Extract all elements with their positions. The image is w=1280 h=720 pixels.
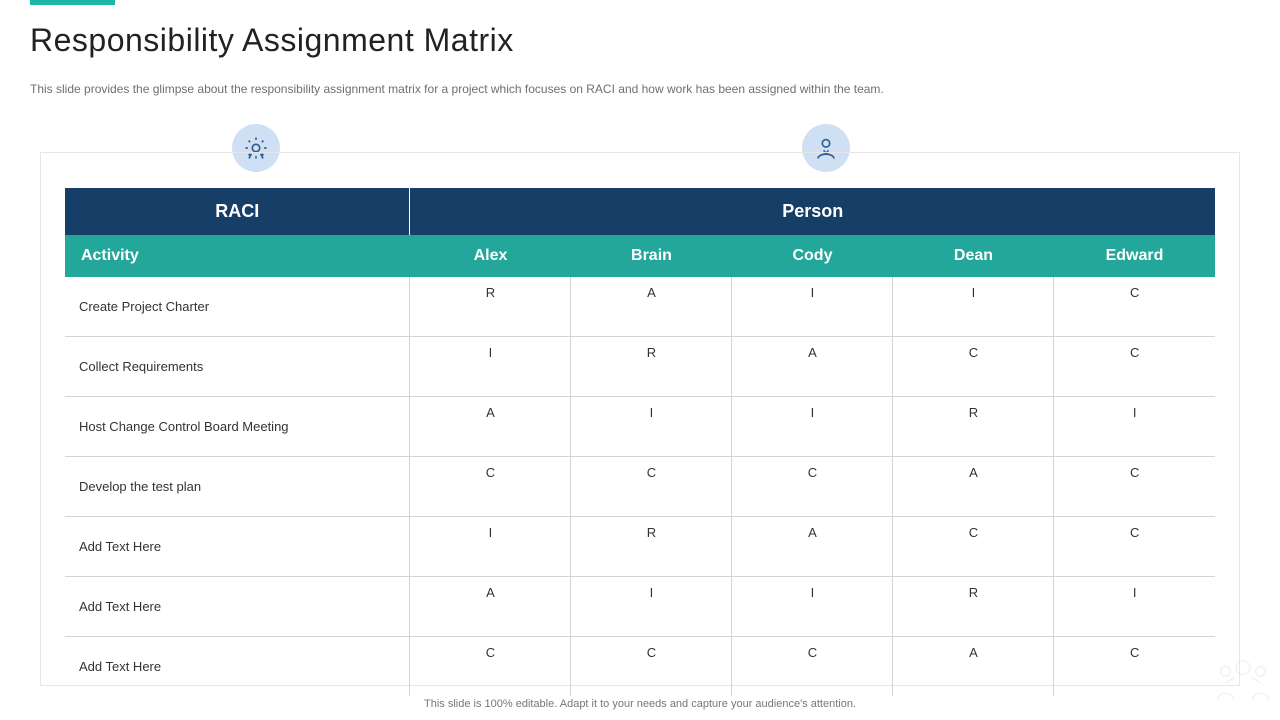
raci-cell: A <box>410 577 571 637</box>
raci-cell: C <box>410 637 571 697</box>
raci-cell: A <box>732 337 893 397</box>
raci-cell: R <box>893 577 1054 637</box>
th-edward: Edward <box>1054 235 1215 277</box>
raci-cell: C <box>1054 337 1215 397</box>
th-activity: Activity <box>65 235 410 277</box>
page-subtitle: This slide provides the glimpse about th… <box>30 82 884 96</box>
raci-cell: I <box>571 577 732 637</box>
raci-cell: C <box>571 637 732 697</box>
raci-cell: I <box>410 337 571 397</box>
activity-cell: Add Text Here <box>65 517 410 577</box>
table-row: Host Change Control Board MeetingAIIRI <box>65 397 1215 457</box>
raci-cell: A <box>410 397 571 457</box>
raci-cell: R <box>571 337 732 397</box>
raci-cell: C <box>732 457 893 517</box>
raci-cell: C <box>893 517 1054 577</box>
raci-cell: C <box>732 637 893 697</box>
raci-cell: R <box>410 277 571 337</box>
activity-cell: Add Text Here <box>65 637 410 697</box>
raci-cell: A <box>571 277 732 337</box>
activity-cell: Add Text Here <box>65 577 410 637</box>
raci-cell: I <box>1054 577 1215 637</box>
raci-table: RACI Person ActivityAlexBrainCodyDeanEdw… <box>65 188 1215 696</box>
table-row: Add Text HereIRACC <box>65 517 1215 577</box>
table-row: Create Project CharterRAIIC <box>65 277 1215 337</box>
raci-cell: C <box>1054 517 1215 577</box>
raci-cell: C <box>893 337 1054 397</box>
raci-cell: I <box>1054 397 1215 457</box>
raci-cell: I <box>571 397 732 457</box>
table-panel: RACI Person ActivityAlexBrainCodyDeanEdw… <box>40 152 1240 686</box>
activity-cell: Host Change Control Board Meeting <box>65 397 410 457</box>
raci-cell: A <box>893 637 1054 697</box>
th-cody: Cody <box>732 235 893 277</box>
raci-cell: R <box>571 517 732 577</box>
raci-cell: C <box>1054 277 1215 337</box>
table-row: Collect RequirementsIRACC <box>65 337 1215 397</box>
people-decoration-icon <box>1212 653 1274 714</box>
th-raci: RACI <box>65 188 410 235</box>
footer-note: This slide is 100% editable. Adapt it to… <box>0 698 1280 710</box>
th-dean: Dean <box>893 235 1054 277</box>
accent-bar <box>30 0 115 5</box>
raci-cell: I <box>893 277 1054 337</box>
activity-cell: Develop the test plan <box>65 457 410 517</box>
table-row: Add Text HereCCCAC <box>65 637 1215 697</box>
raci-cell: A <box>893 457 1054 517</box>
activity-cell: Collect Requirements <box>65 337 410 397</box>
raci-cell: C <box>571 457 732 517</box>
raci-cell: I <box>732 397 893 457</box>
raci-cell: I <box>732 577 893 637</box>
th-person: Person <box>410 188 1215 235</box>
raci-cell: C <box>410 457 571 517</box>
activity-cell: Create Project Charter <box>65 277 410 337</box>
table-row: Add Text HereAIIRI <box>65 577 1215 637</box>
raci-cell: I <box>410 517 571 577</box>
th-brain: Brain <box>571 235 732 277</box>
page-title: Responsibility Assignment Matrix <box>30 22 514 59</box>
table-row: Develop the test planCCCAC <box>65 457 1215 517</box>
th-alex: Alex <box>410 235 571 277</box>
raci-cell: R <box>893 397 1054 457</box>
raci-cell: A <box>732 517 893 577</box>
raci-cell: C <box>1054 457 1215 517</box>
raci-cell: I <box>732 277 893 337</box>
raci-cell: C <box>1054 637 1215 697</box>
